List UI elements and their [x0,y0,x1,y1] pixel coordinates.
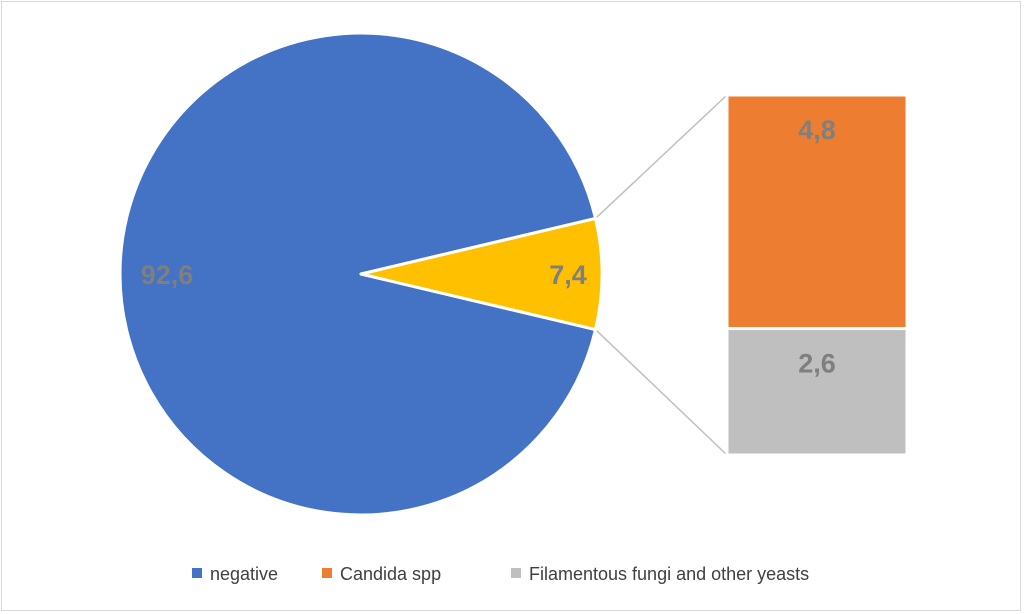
data-label-candida-spp: 4,8 [798,115,836,145]
secondary-stacked-bar [725,93,909,457]
pie-slice-negative [118,31,598,517]
data-labels: 92,6 7,4 4,8 2,6 [141,115,836,379]
bar-segment-candida-spp [725,93,909,331]
connector-line-top [595,94,728,220]
legend: negative Candida spp Filamentous fungi a… [192,564,809,584]
legend-swatch-candida-spp [322,568,332,578]
legend-swatch-negative [192,568,202,578]
bar-segment-filamentous-fungi [725,327,909,457]
pie-slice-other [359,216,604,332]
connector-lines [594,94,728,456]
connector-line-bottom [594,328,728,456]
data-label-filamentous-fungi: 2,6 [798,349,836,379]
legend-swatch-filamentous-fungi [511,568,521,578]
legend-label-candida-spp: Candida spp [340,564,441,584]
main-pie [118,31,604,517]
data-label-negative: 92,6 [141,260,194,290]
legend-label-filamentous-fungi: Filamentous fungi and other yeasts [529,564,809,584]
data-label-other: 7,4 [549,260,587,290]
legend-label-negative: negative [210,564,278,584]
